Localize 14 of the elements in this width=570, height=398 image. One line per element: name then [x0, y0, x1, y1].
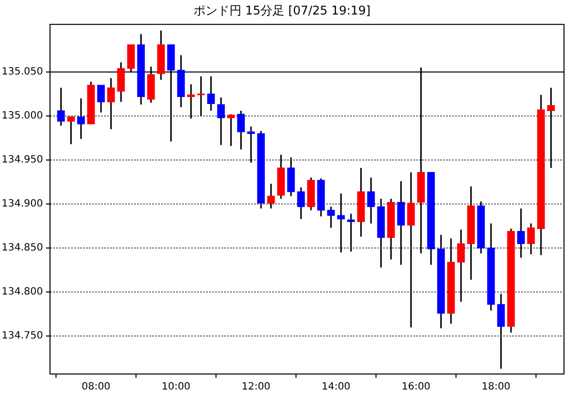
y-tick-label: 135.050 [2, 66, 43, 78]
x-tick-label: 18:00 [482, 382, 510, 393]
x-tick-label: 12:00 [242, 382, 270, 393]
y-tick-label: 134.850 [2, 242, 43, 254]
x-tick-label: 16:00 [402, 382, 430, 393]
y-tick-label: 134.900 [2, 198, 43, 210]
y-tick-label: 134.750 [2, 330, 43, 342]
x-tick-label: 14:00 [322, 382, 350, 393]
y-tick-label: 134.800 [2, 286, 43, 298]
y-tick-label: 134.950 [2, 154, 43, 166]
y-tick-label: 135.000 [2, 110, 43, 122]
chart-title: ポンド円 15分足 [07/25 19:19] [193, 3, 371, 18]
x-tick-label: 10:00 [162, 382, 190, 393]
x-tick-label: 08:00 [82, 382, 110, 393]
